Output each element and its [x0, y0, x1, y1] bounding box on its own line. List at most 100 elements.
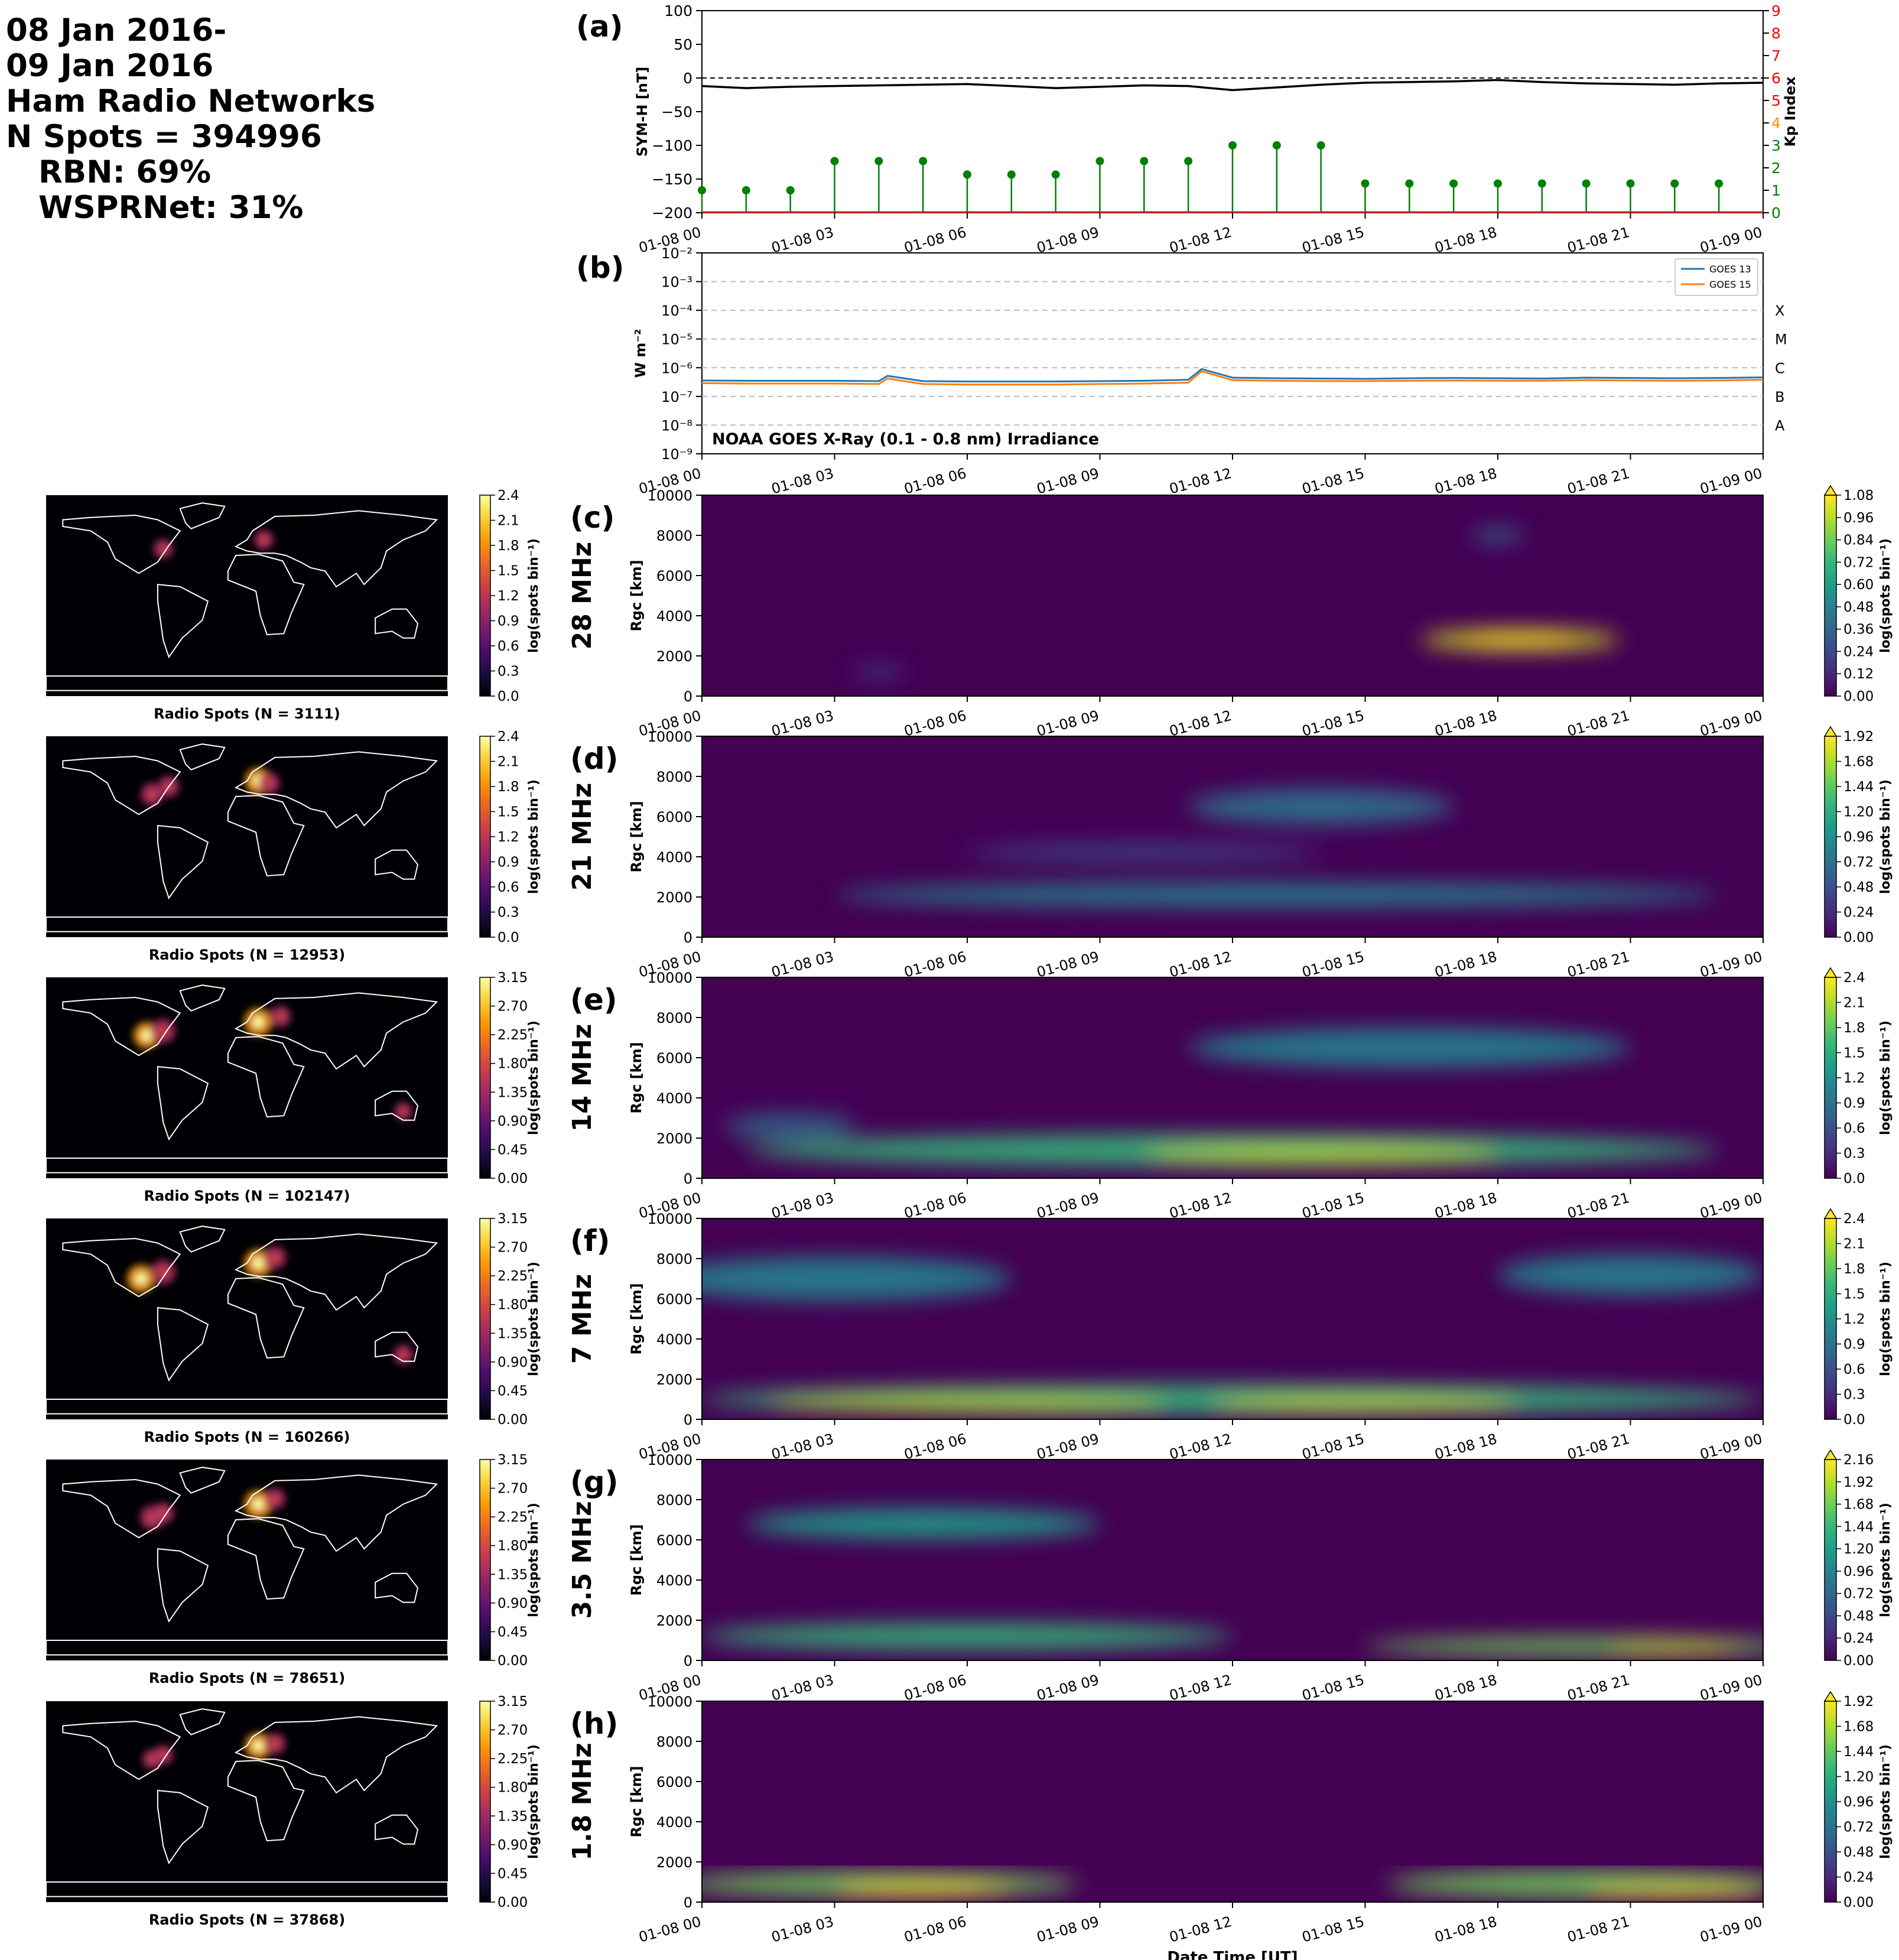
x-tick-label: 01-08 21: [1566, 465, 1631, 498]
x-tick-label: 01-08 09: [1035, 1189, 1101, 1222]
map-colorbar-tick-label: 2.25: [497, 1028, 528, 1043]
kp-marker: [1582, 179, 1591, 188]
colorbar-tick-label: 0.9: [1843, 1096, 1865, 1111]
colorbar-title: log(spots bin⁻¹): [1878, 779, 1893, 894]
y-axis-title: W m⁻²: [632, 329, 649, 378]
kp-tick-label: 0: [1771, 204, 1781, 222]
map-colorbar-tick-label: 2.70: [497, 1240, 528, 1256]
coastline: [62, 514, 181, 574]
frequency-band-label: 14 MHz: [567, 1024, 597, 1132]
y-tick-label: 6000: [656, 568, 692, 584]
kp-tick-label: 4: [1771, 115, 1781, 132]
header-wspr-share: WSPRNet: 31%: [38, 190, 304, 226]
colorbar-tick-label: 0.00: [1843, 689, 1874, 704]
world-map: Radio Spots (N = 12953) 2.4 2.1 1.8 1.5 1.2 0.…: [46, 729, 541, 963]
map-colorbar-tick-label: 1.35: [497, 1567, 528, 1582]
coastline: [375, 1572, 419, 1603]
colorbar-tick-label: 0.6: [1843, 1362, 1865, 1377]
flare-class-label: M: [1775, 331, 1787, 348]
coastline: [157, 1065, 209, 1141]
colorbar-tick-label: 1.92: [1843, 729, 1874, 745]
heatmap-colorbar: [1824, 495, 1837, 697]
header-rbn-share: RBN: 69%: [38, 154, 212, 190]
colorbar-extend-arrow: [1823, 726, 1838, 737]
colorbar-tick-label: 0.24: [1843, 1631, 1874, 1646]
y-axis-title: Rgc [km]: [628, 1766, 645, 1837]
colorbar-tick-label: 1.20: [1843, 1542, 1874, 1557]
y-tick-label: 4000: [656, 1090, 692, 1107]
map-colorbar-tick-label: 0.6: [497, 880, 519, 895]
colorbar-tick-label: 1.08: [1843, 488, 1874, 503]
x-tick-label: 01-08 12: [1168, 707, 1233, 740]
y-tick-label: 2000: [656, 648, 692, 665]
colorbar-tick-label: 0.24: [1843, 1870, 1874, 1886]
coastline: [157, 824, 209, 900]
y-tick-label: 10000: [648, 1694, 692, 1710]
frequency-band-label: 1.8 MHz: [567, 1743, 597, 1860]
density-region: [724, 1114, 857, 1138]
spot-density-core: [158, 1266, 169, 1278]
spot-density-core: [270, 1494, 279, 1503]
kp-marker: [698, 186, 706, 194]
panel-b-frame: [701, 252, 1764, 454]
panel-a-letter: (a): [576, 9, 623, 44]
panel-letter: (g): [570, 1465, 619, 1499]
x-tick-label: 01-08 09: [1035, 1431, 1101, 1463]
flare-class-label: A: [1775, 417, 1785, 434]
colorbar-title: log(spots bin⁻¹): [1878, 1744, 1893, 1859]
legend-entry: GOES 13: [1709, 264, 1751, 275]
map-colorbar-tick-label: 1.8: [497, 779, 519, 795]
spot-density-core: [270, 1252, 280, 1263]
map-colorbar-tick-label: 0.00: [497, 1171, 528, 1187]
spot-density-core: [141, 1029, 152, 1041]
spot-density-core: [265, 778, 274, 788]
density-region: [702, 1256, 1012, 1301]
map-colorbar-tick-label: 0.90: [497, 1838, 528, 1853]
map-colorbar-tick-label: 0.45: [497, 1383, 528, 1399]
x-tick-label: 01-08 21: [1566, 1913, 1631, 1946]
colorbar-tick-label: 1.20: [1843, 805, 1874, 820]
spot-density-core: [252, 1016, 264, 1028]
colorbar-tick-label: 1.92: [1843, 1475, 1874, 1490]
map-colorbar-title: log(spots bin⁻¹): [526, 1262, 541, 1376]
density-region: [1464, 633, 1575, 646]
flare-class-label: B: [1775, 389, 1784, 405]
colorbar-tick-label: 0.3: [1843, 1387, 1865, 1403]
map-colorbar-tick-label: 1.80: [497, 1780, 528, 1796]
coastline: [179, 743, 226, 771]
world-map: Radio Spots (N = 3111) 2.4 2.1 1.8 1.5 1.2 0.9…: [46, 488, 541, 722]
coastline: [179, 502, 226, 529]
map-colorbar-tick-label: 2.1: [497, 755, 519, 770]
x-tick-label: 01-08 03: [770, 224, 835, 256]
x-tick-label: 01-08 18: [1433, 465, 1498, 498]
map-colorbar-tick-label: 2.4: [497, 729, 519, 745]
y-tick-label: 10⁻²: [661, 245, 692, 262]
frequency-band-label: 28 MHz: [567, 542, 597, 650]
x-tick-label: 01-09 00: [1698, 465, 1764, 498]
heatmap-background: [702, 495, 1763, 696]
spot-density-core: [252, 1498, 264, 1510]
header-date-start: 08 Jan 2016-: [6, 12, 227, 48]
coastline: [375, 1814, 419, 1845]
colorbar-tick-label: 2.1: [1843, 996, 1865, 1011]
map-colorbar: [479, 1459, 491, 1661]
panel-letter: (e): [570, 983, 617, 1017]
kp-marker: [1670, 179, 1679, 188]
colorbar-tick-label: 2.1: [1843, 1237, 1865, 1252]
coastline: [157, 1306, 209, 1382]
kp-tick-label: 3: [1771, 137, 1781, 154]
colorbar-tick-label: 1.20: [1843, 1770, 1874, 1785]
figure-header: 08 Jan 2016- 09 Jan 2016 Ham Radio Network…: [6, 13, 375, 226]
coastline: [179, 1467, 226, 1494]
kp-marker: [1051, 170, 1060, 179]
map-background: [46, 1218, 448, 1419]
header-network: Ham Radio Networks: [6, 83, 376, 119]
colorbar-tick-label: 1.8: [1843, 1020, 1865, 1036]
map-colorbar-tick-label: 2.70: [497, 999, 528, 1015]
map-colorbar-tick-label: 2.25: [497, 1269, 528, 1284]
x-tick-label: 01-09 00: [1698, 1913, 1764, 1946]
x-tick-label: 01-08 03: [770, 1913, 835, 1946]
x-tick-label: 01-08 15: [1300, 224, 1366, 256]
kp-tick-label: 7: [1771, 47, 1781, 64]
x-tick-label: 01-08 18: [1433, 1913, 1498, 1946]
